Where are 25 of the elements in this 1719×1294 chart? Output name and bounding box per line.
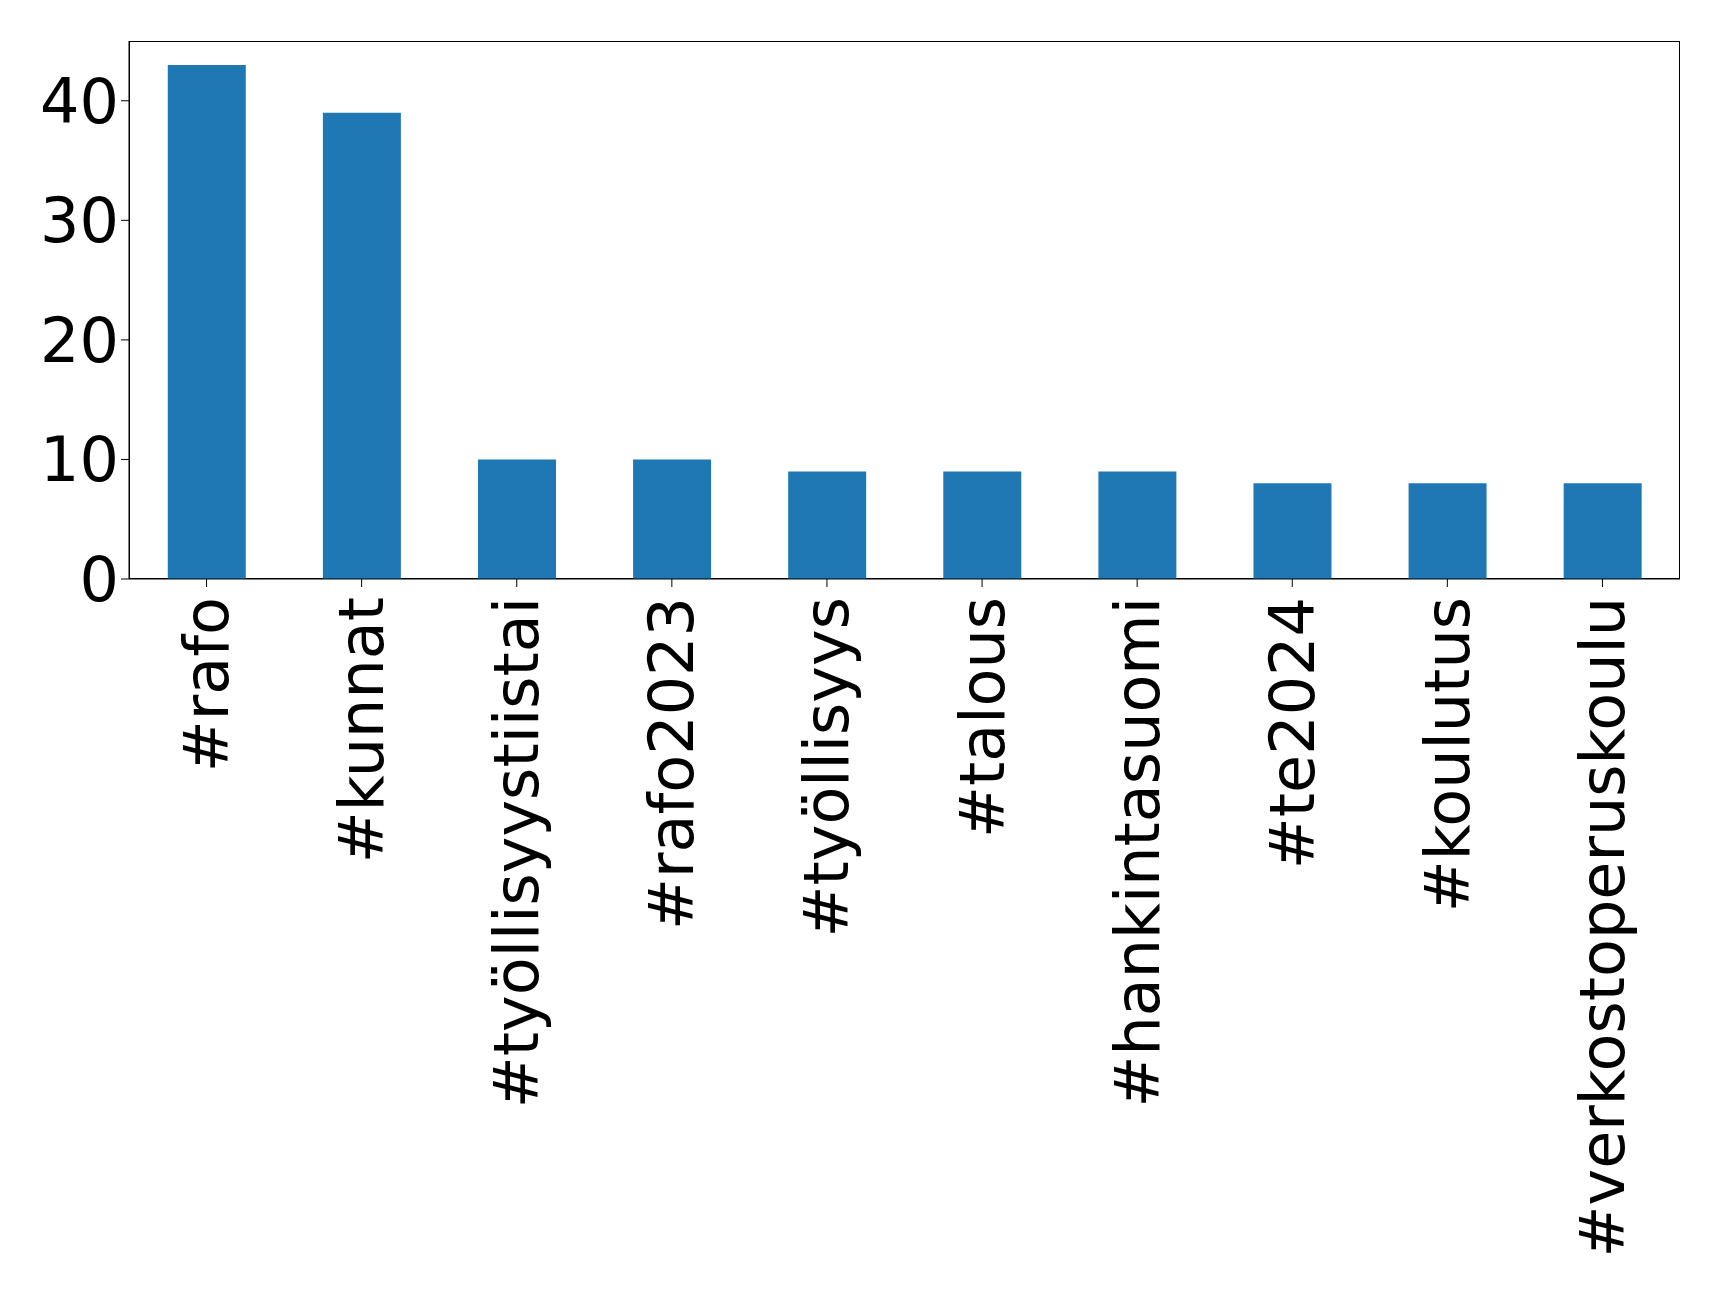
bar [633, 459, 712, 579]
bar [322, 112, 401, 579]
y-tick-label: 0 [79, 543, 119, 617]
x-tick-label: #hankintasuomi [1100, 597, 1174, 1108]
bar [788, 471, 867, 579]
y-tick-label: 10 [40, 423, 119, 497]
y-tick-label: 20 [40, 303, 119, 377]
y-tick-label: 40 [40, 64, 119, 138]
x-tick-label: #te2024 [1255, 597, 1329, 870]
bar [477, 459, 556, 579]
bar [1098, 471, 1177, 579]
x-tick-label: #työllisyystiistai [480, 597, 554, 1109]
bar [943, 471, 1022, 579]
x-tick-label: #koulutus [1410, 597, 1484, 913]
bar [1253, 483, 1332, 579]
x-tick-label: #talous [945, 597, 1019, 839]
x-tick-label: #työllisyys [790, 597, 864, 938]
bar [1563, 483, 1642, 579]
x-tick-label: #verkostoperuskoulu [1565, 597, 1639, 1258]
bar [167, 64, 246, 579]
x-tick-label: #kunnat [325, 597, 399, 864]
bar [1408, 483, 1487, 579]
y-tick-label: 30 [40, 184, 119, 258]
x-tick-label: #rafo2023 [635, 597, 709, 930]
x-tick-label: #rafo [170, 597, 244, 773]
